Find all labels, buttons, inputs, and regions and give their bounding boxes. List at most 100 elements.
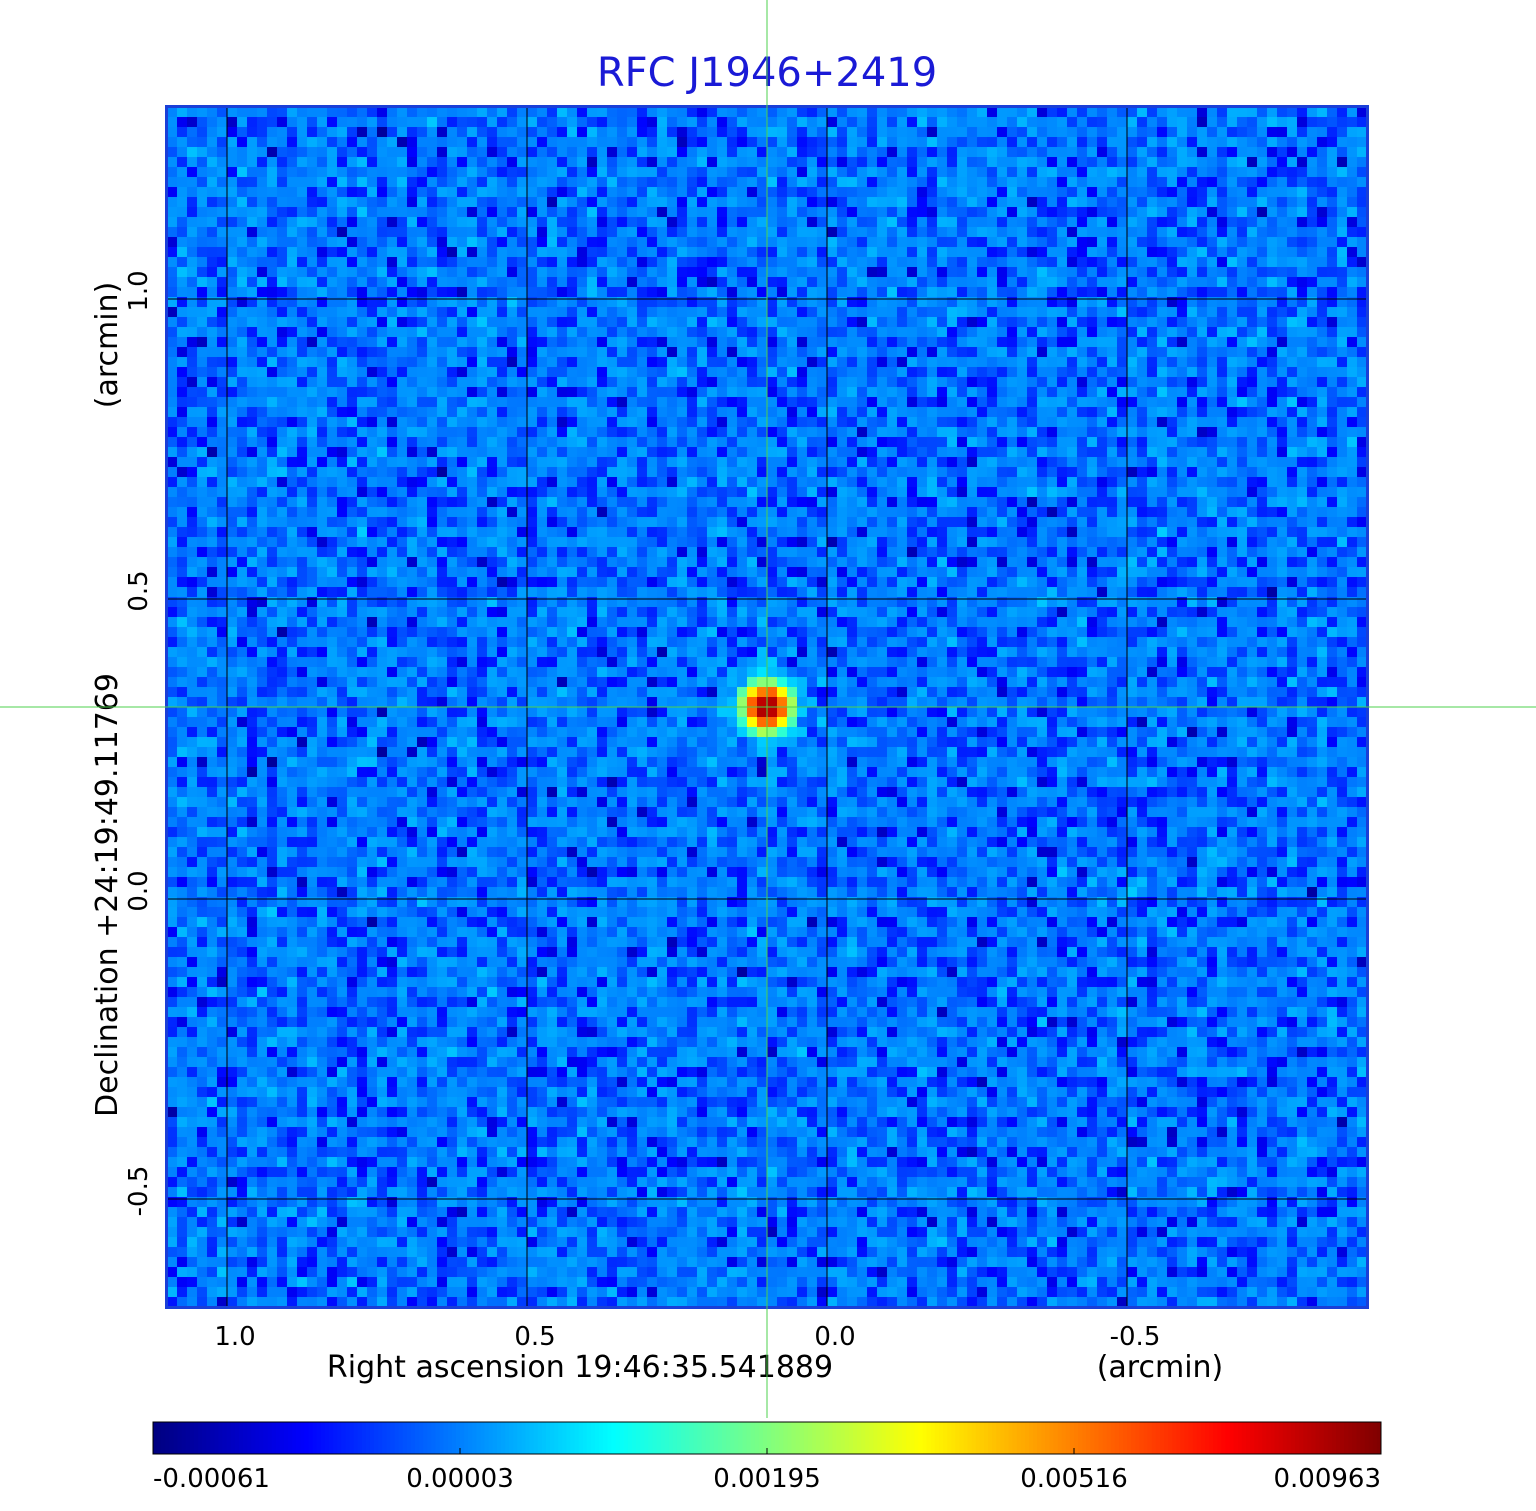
heatmap-pixel [267, 247, 278, 258]
heatmap-pixel [647, 367, 658, 378]
heatmap-pixel [837, 517, 848, 528]
heatmap-pixel [847, 457, 858, 468]
heatmap-pixel [1317, 417, 1328, 428]
heatmap-pixel [767, 467, 778, 478]
heatmap-pixel [947, 317, 958, 328]
heatmap-pixel [667, 517, 678, 528]
heatmap-pixel [957, 237, 968, 248]
heatmap-pixel [467, 237, 478, 248]
heatmap-pixel [537, 297, 548, 308]
heatmap-pixel [1237, 407, 1248, 418]
heatmap-pixel [1187, 157, 1198, 168]
heatmap-pixel [1007, 237, 1018, 248]
heatmap-pixel [997, 477, 1008, 488]
heatmap-pixel [657, 397, 668, 408]
heatmap-pixel [767, 497, 778, 508]
heatmap-pixel [207, 437, 218, 448]
heatmap-pixel [917, 137, 928, 148]
heatmap-pixel [857, 207, 868, 218]
heatmap-pixel [967, 297, 978, 308]
heatmap-pixel [1127, 427, 1138, 438]
heatmap-pixel [707, 437, 718, 448]
heatmap-pixel [577, 217, 588, 228]
heatmap-pixel [1037, 347, 1048, 358]
heatmap-pixel [1247, 467, 1258, 478]
heatmap-pixel [297, 507, 308, 518]
heatmap-pixel [467, 467, 478, 478]
heatmap-pixel [597, 377, 608, 388]
heatmap-pixel [737, 477, 748, 488]
heatmap-pixel [817, 437, 828, 448]
heatmap-pixel [237, 127, 248, 138]
heatmap-pixel [817, 297, 828, 308]
heatmap-pixel [367, 337, 378, 348]
heatmap-pixel [1327, 247, 1338, 258]
heatmap-pixel [607, 127, 618, 138]
heatmap-pixel [577, 267, 588, 278]
heatmap-pixel [577, 257, 588, 268]
heatmap-pixel [237, 337, 248, 348]
heatmap-pixel [437, 317, 448, 328]
heatmap-pixel [1307, 137, 1318, 148]
heatmap-pixel [207, 287, 218, 298]
heatmap-pixel [887, 217, 898, 228]
heatmap-pixel [897, 287, 908, 298]
heatmap-pixel [827, 517, 838, 528]
heatmap-pixel [1237, 147, 1248, 158]
heatmap-pixel [1137, 227, 1148, 238]
heatmap-pixel [1357, 427, 1368, 438]
heatmap-pixel [1337, 147, 1348, 158]
heatmap-pixel [367, 417, 378, 428]
heatmap-pixel [737, 307, 748, 318]
heatmap-pixel [447, 517, 458, 528]
heatmap-pixel [287, 457, 298, 468]
heatmap-pixel [1167, 117, 1178, 128]
heatmap-pixel [727, 157, 738, 168]
heatmap-pixel [567, 487, 578, 498]
heatmap-pixel [707, 457, 718, 468]
heatmap-pixel [1057, 297, 1068, 308]
heatmap-pixel [1267, 117, 1278, 128]
heatmap-pixel [1127, 297, 1138, 308]
heatmap-pixel [417, 157, 428, 168]
heatmap-pixel [327, 277, 338, 288]
heatmap-pixel [647, 317, 658, 328]
heatmap-pixel [467, 357, 478, 368]
heatmap-pixel [567, 467, 578, 478]
heatmap-pixel [1057, 187, 1068, 198]
heatmap-pixel [357, 157, 368, 168]
heatmap-pixel [1127, 487, 1138, 498]
heatmap-pixel [657, 507, 668, 518]
heatmap-pixel [347, 257, 358, 268]
heatmap-pixel [417, 487, 428, 498]
heatmap-pixel [877, 287, 888, 298]
heatmap-pixel [1017, 507, 1028, 518]
heatmap-pixel [1347, 387, 1358, 398]
heatmap-pixel [1247, 477, 1258, 488]
heatmap-pixel [597, 447, 608, 458]
heatmap-pixel [787, 467, 798, 478]
heatmap-pixel [377, 297, 388, 308]
heatmap-pixel [917, 347, 928, 358]
heatmap-pixel [577, 467, 588, 478]
heatmap-pixel [297, 377, 308, 388]
heatmap-pixel [647, 427, 658, 438]
heatmap-pixel [1167, 217, 1178, 228]
heatmap-pixel [477, 227, 488, 238]
heatmap-pixel [817, 477, 828, 488]
heatmap-pixel [427, 127, 438, 138]
heatmap-pixel [1257, 397, 1268, 408]
heatmap-pixel [1037, 107, 1048, 118]
heatmap-pixel [527, 307, 538, 318]
heatmap-pixel [277, 127, 288, 138]
heatmap-pixel [737, 417, 748, 428]
heatmap-pixel [837, 457, 848, 468]
heatmap-pixel [947, 507, 958, 518]
heatmap-pixel [457, 487, 468, 498]
heatmap-pixel [617, 267, 628, 278]
heatmap-pixel [367, 357, 378, 368]
heatmap-pixel [457, 177, 468, 188]
heatmap-pixel [747, 357, 758, 368]
heatmap-pixel [677, 497, 688, 508]
heatmap-pixel [1207, 457, 1218, 468]
